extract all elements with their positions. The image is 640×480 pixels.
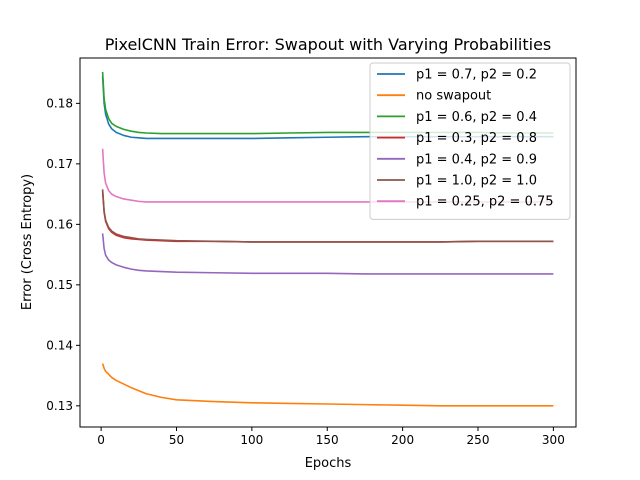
y-axis-label: Error (Cross Entropy) xyxy=(20,174,35,310)
x-tick-label-5: 250 xyxy=(467,433,490,447)
series-line-5 xyxy=(101,189,554,243)
x-tick-label-2: 100 xyxy=(240,433,263,447)
legend-box xyxy=(369,62,571,220)
y-axis-ticks: 0.13 0.14 0.15 0.16 0.17 0.18 xyxy=(46,96,80,413)
x-axis-ticks: 0 50 100 150 200 250 300 xyxy=(97,427,565,447)
x-tick-label-4: 200 xyxy=(391,433,414,447)
y-tick-label-1: 0.14 xyxy=(46,338,73,352)
legend-entry-0[interactable]: p1 = 0.7, p2 = 0.2 xyxy=(416,68,537,83)
x-tick-label-6: 300 xyxy=(542,433,565,447)
axes-layer xyxy=(79,57,577,428)
legend-entry-6[interactable]: p1 = 0.25, p2 = 0.75 xyxy=(416,195,554,210)
plot-frame xyxy=(79,57,577,428)
y-tick-label-5: 0.18 xyxy=(46,96,73,110)
y-tick-label-4: 0.17 xyxy=(46,157,73,171)
y-tick-label-2: 0.15 xyxy=(46,278,73,292)
series-line-1 xyxy=(101,363,554,407)
x-tick-label-1: 50 xyxy=(169,433,184,447)
legend-entry-5[interactable]: p1 = 1.0, p2 = 1.0 xyxy=(416,174,537,189)
series-line-4 xyxy=(101,233,554,275)
legend-entry-4[interactable]: p1 = 0.4, p2 = 0.9 xyxy=(416,152,537,167)
y-tick-label-0: 0.13 xyxy=(46,399,73,413)
x-tick-label-3: 150 xyxy=(316,433,339,447)
legend[interactable]: p1 = 0.7, p2 = 0.2 no swapout p1 = 0.6, p2… xyxy=(369,62,571,220)
chart-title: PixelCNN Train Error: Swapout with Varyi… xyxy=(105,35,552,54)
x-tick-label-0: 0 xyxy=(97,433,105,447)
legend-entry-2[interactable]: p1 = 0.6, p2 = 0.4 xyxy=(416,110,537,125)
legend-entry-1[interactable]: no swapout xyxy=(416,89,491,104)
x-axis-label: Epochs xyxy=(305,456,352,471)
y-tick-label-3: 0.16 xyxy=(46,217,73,231)
legend-entry-3[interactable]: p1 = 0.3, p2 = 0.8 xyxy=(416,131,537,146)
